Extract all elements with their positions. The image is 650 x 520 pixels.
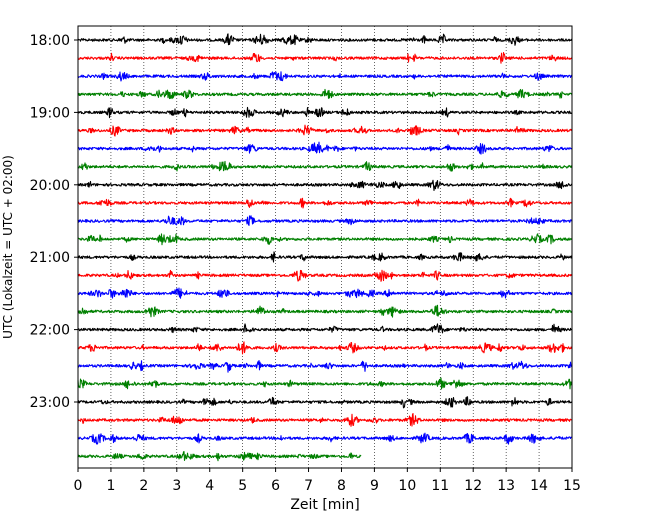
seismogram-trace-1945 xyxy=(77,160,573,172)
y-axis-ticks: 18:00 19:00 20:00 21:00 22:00 23:00 xyxy=(30,33,78,411)
seismogram-trace-2245 xyxy=(77,377,573,390)
y-tick-label: 20:00 xyxy=(30,178,70,194)
seismogram-trace-2215 xyxy=(77,341,573,355)
y-tick-label: 21:00 xyxy=(30,250,70,266)
x-tick-label: 10 xyxy=(398,478,416,494)
y-tick-label: 18:00 xyxy=(30,33,70,49)
seismogram-trace-2015 xyxy=(77,197,573,209)
seismogram-trace-1830 xyxy=(77,71,573,82)
x-tick-label: 6 xyxy=(271,478,280,494)
seismogram-trace-2115 xyxy=(77,269,573,282)
seismogram-trace-1930 xyxy=(77,141,573,155)
plot-frame xyxy=(77,25,573,469)
seismogram-trace-2315 xyxy=(77,412,573,427)
x-tick-label: 11 xyxy=(431,478,449,494)
x-tick-label: 0 xyxy=(74,478,83,494)
x-tick-label: 3 xyxy=(172,478,181,494)
y-axis-title: UTC (Lokalzeit = UTC + 02:00) xyxy=(1,155,15,339)
trace-group xyxy=(77,33,573,462)
x-axis-ticks: 0 1 2 3 4 5 6 7 8 9 10 11 12 13 14 15 xyxy=(74,468,581,494)
x-tick-label: 4 xyxy=(205,478,214,494)
seismogram-trace-1915 xyxy=(77,124,573,137)
seismogram-trace-2145 xyxy=(77,304,573,318)
x-tick-label: 12 xyxy=(464,478,482,494)
x-tick-label: 7 xyxy=(304,478,313,494)
seismogram-trace-2030 xyxy=(77,215,573,226)
x-axis-title: Zeit [min] xyxy=(290,497,359,513)
seismogram-trace-2230 xyxy=(77,359,573,373)
seismogram-trace-2045 xyxy=(77,233,573,246)
x-tick-label: 9 xyxy=(370,478,379,494)
seismogram-trace-2300 xyxy=(77,396,573,409)
seismogram-trace-2345 xyxy=(77,450,362,462)
seismogram-trace-2100 xyxy=(77,251,573,263)
x-tick-label: 14 xyxy=(530,478,548,494)
x-tick-label: 13 xyxy=(497,478,515,494)
seismogram-trace-2200 xyxy=(77,323,573,334)
seismogram-trace-1800 xyxy=(77,33,573,46)
seismogram-trace-2330 xyxy=(77,432,573,445)
x-tick-label: 1 xyxy=(106,478,115,494)
x-tick-label: 15 xyxy=(563,478,581,494)
x-tick-label: 5 xyxy=(238,478,247,494)
seismogram-trace-1815 xyxy=(77,52,573,64)
y-tick-label: 19:00 xyxy=(30,105,70,121)
x-tick-label: 8 xyxy=(337,478,346,494)
y-tick-label: 23:00 xyxy=(30,395,70,411)
seismogram-trace-2130 xyxy=(77,287,573,299)
x-tick-label: 2 xyxy=(139,478,148,494)
seismogram-trace-1845 xyxy=(77,88,573,100)
seismogram-trace-1900 xyxy=(77,106,573,119)
y-tick-label: 22:00 xyxy=(30,323,70,339)
seismogram-trace-2000 xyxy=(77,179,573,191)
